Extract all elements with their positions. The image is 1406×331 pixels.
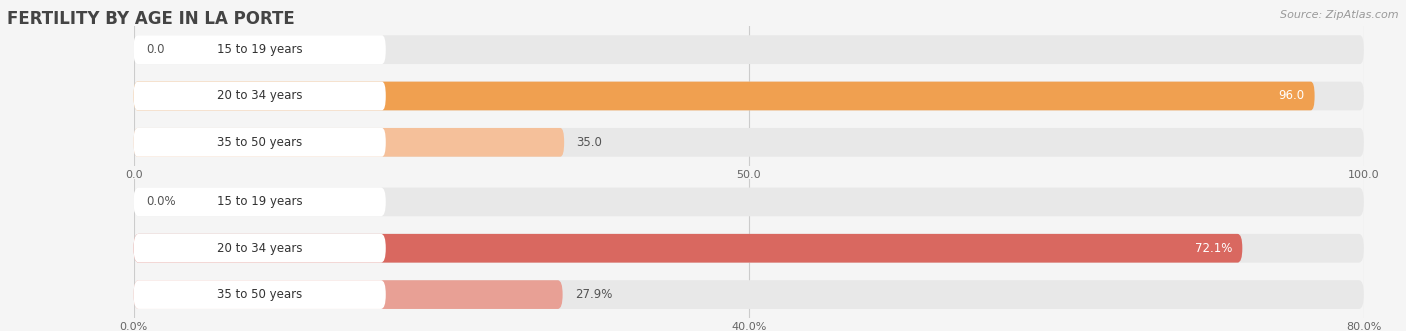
Text: FERTILITY BY AGE IN LA PORTE: FERTILITY BY AGE IN LA PORTE	[7, 10, 295, 28]
FancyBboxPatch shape	[134, 82, 1315, 110]
Text: 20 to 34 years: 20 to 34 years	[217, 242, 302, 255]
FancyBboxPatch shape	[134, 234, 1364, 262]
Text: 72.1%: 72.1%	[1195, 242, 1233, 255]
FancyBboxPatch shape	[134, 35, 385, 64]
FancyBboxPatch shape	[134, 234, 1243, 262]
FancyBboxPatch shape	[134, 128, 385, 157]
FancyBboxPatch shape	[134, 82, 1364, 110]
FancyBboxPatch shape	[134, 188, 385, 216]
FancyBboxPatch shape	[134, 128, 1364, 157]
FancyBboxPatch shape	[134, 128, 564, 157]
Text: 96.0: 96.0	[1278, 89, 1305, 103]
Text: 27.9%: 27.9%	[575, 288, 612, 301]
Text: 0.0%: 0.0%	[146, 195, 176, 209]
Text: 15 to 19 years: 15 to 19 years	[217, 43, 302, 56]
Text: 0.0: 0.0	[146, 43, 165, 56]
Text: 35.0: 35.0	[576, 136, 602, 149]
Text: 20 to 34 years: 20 to 34 years	[217, 89, 302, 103]
FancyBboxPatch shape	[134, 188, 1364, 216]
Text: 15 to 19 years: 15 to 19 years	[217, 195, 302, 209]
Text: 35 to 50 years: 35 to 50 years	[217, 136, 302, 149]
FancyBboxPatch shape	[134, 280, 562, 309]
Text: 35 to 50 years: 35 to 50 years	[217, 288, 302, 301]
FancyBboxPatch shape	[134, 35, 1364, 64]
FancyBboxPatch shape	[134, 82, 385, 110]
FancyBboxPatch shape	[134, 280, 385, 309]
FancyBboxPatch shape	[134, 280, 1364, 309]
FancyBboxPatch shape	[134, 234, 385, 262]
Text: Source: ZipAtlas.com: Source: ZipAtlas.com	[1281, 10, 1399, 20]
